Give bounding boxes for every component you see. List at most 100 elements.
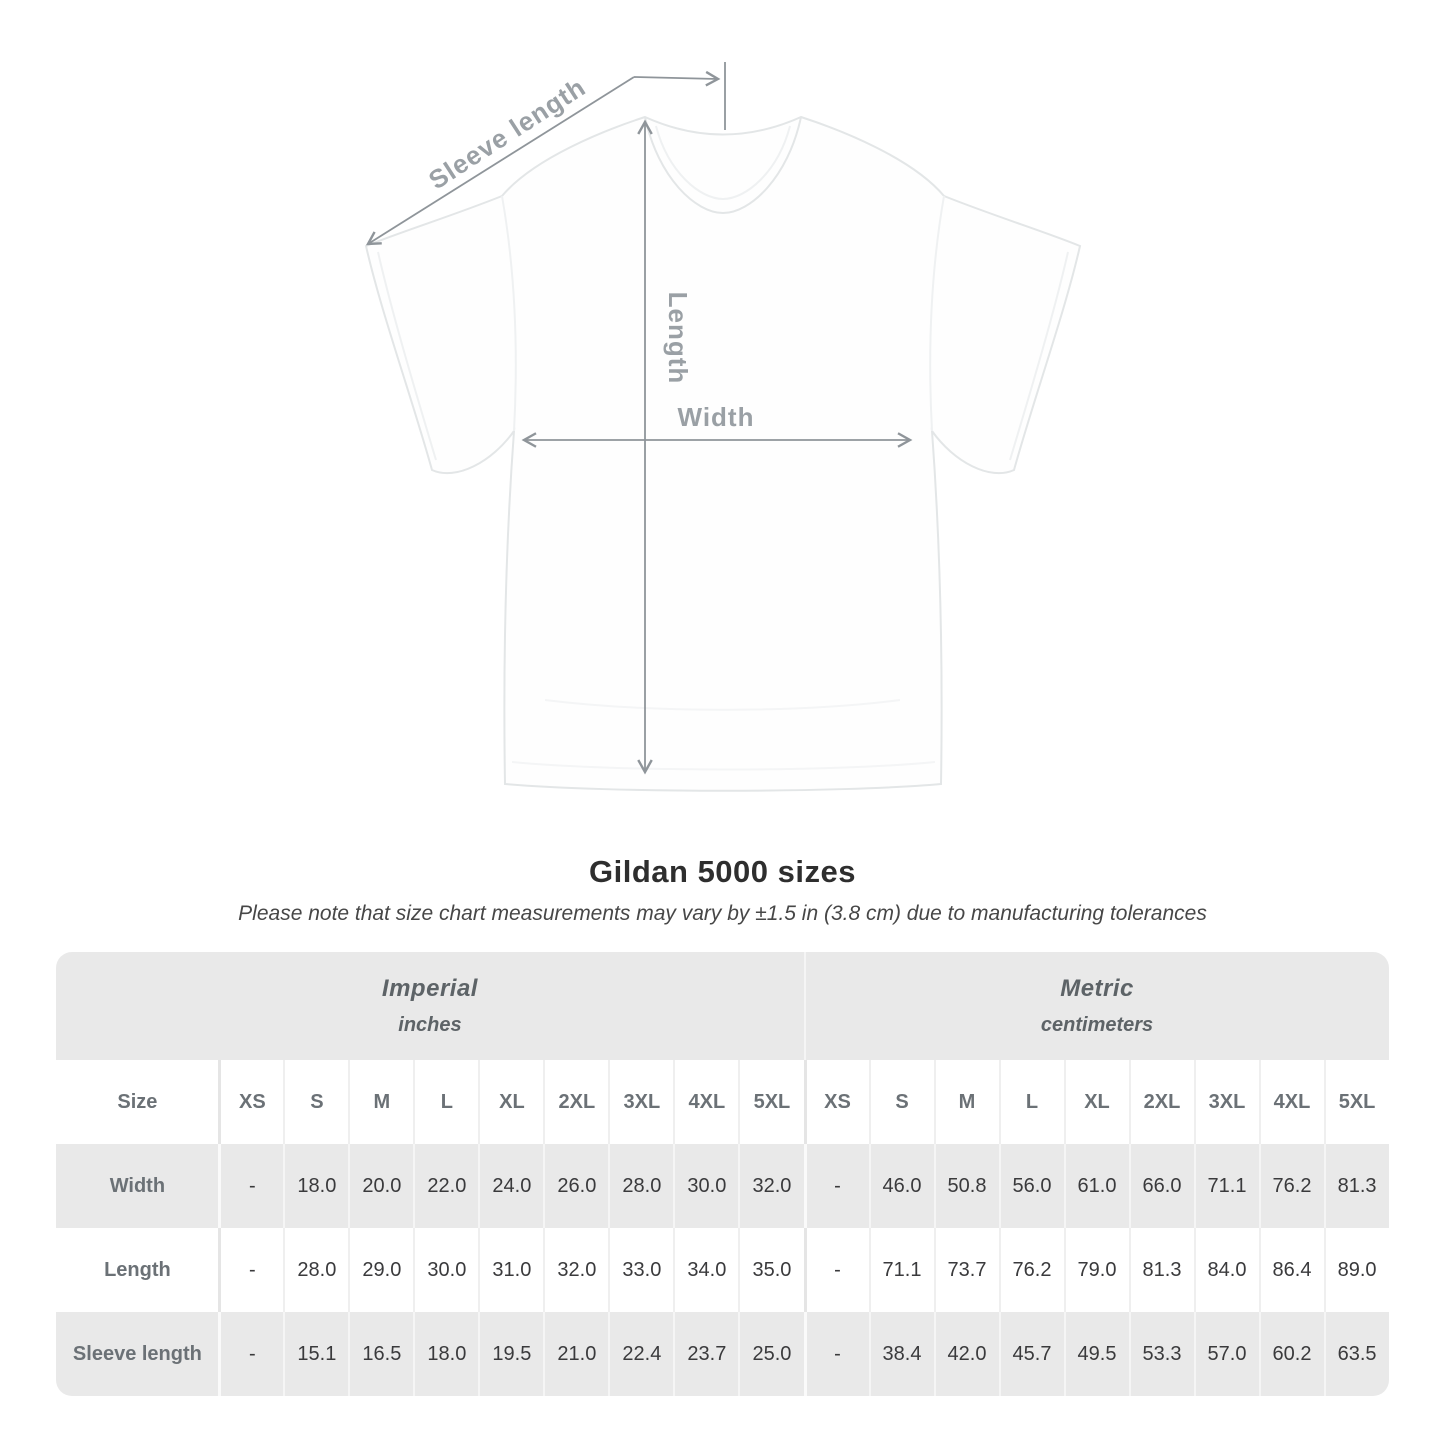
value-cell: 38.4: [868, 1312, 934, 1396]
value-cell: 56.0: [998, 1144, 1064, 1228]
size-header-row: Size XS S M L XL 2XL 3XL 4XL 5XL XS S M …: [56, 1060, 1389, 1144]
value-cell: 32.0: [738, 1144, 804, 1228]
size-col-header: M: [933, 1060, 999, 1144]
unit-group-row: Imperial inches Metric centimeters: [56, 952, 1389, 1060]
value-cell: 19.5: [478, 1312, 544, 1396]
tolerance-note: Please note that size chart measurements…: [238, 902, 1207, 925]
imperial-group-name: Imperial: [381, 975, 478, 1002]
row-label: Sleeve length: [56, 1312, 219, 1396]
value-cell: 35.0: [738, 1228, 804, 1312]
row-label: Length: [56, 1228, 219, 1312]
size-col-header: XS: [803, 1060, 869, 1144]
value-cell: 45.7: [998, 1312, 1064, 1396]
value-cell: 50.8: [933, 1144, 999, 1228]
imperial-group-unit: inches: [398, 1014, 462, 1036]
size-col-header: L: [998, 1060, 1064, 1144]
value-cell: 32.0: [543, 1228, 609, 1312]
value-cell: 20.0: [348, 1144, 414, 1228]
value-cell: 24.0: [478, 1144, 544, 1228]
value-cell: 86.4: [1258, 1228, 1324, 1312]
table-row-width: Width - 18.0 20.0 22.0 24.0 26.0 28.0 30…: [56, 1144, 1389, 1228]
size-col-header: 3XL: [608, 1060, 674, 1144]
sleeve-length-arrow: [365, 76, 635, 246]
value-cell: 66.0: [1128, 1144, 1194, 1228]
value-cell: 81.3: [1323, 1144, 1389, 1228]
value-cell: 18.0: [283, 1144, 349, 1228]
value-cell: 21.0: [543, 1312, 609, 1396]
value-cell: 76.2: [998, 1228, 1064, 1312]
metric-group-header: Metric centimeters: [803, 952, 1389, 1060]
size-col-header: XS: [218, 1060, 284, 1144]
size-col-header: S: [868, 1060, 934, 1144]
left-cuff-seam: [377, 251, 437, 461]
value-cell: 42.0: [933, 1312, 999, 1396]
value-cell: 49.5: [1063, 1312, 1129, 1396]
size-col-header: 4XL: [673, 1060, 739, 1144]
size-col-header: 2XL: [543, 1060, 609, 1144]
size-col-header: 5XL: [1323, 1060, 1389, 1144]
value-cell: 30.0: [413, 1228, 479, 1312]
page-title: Gildan 5000 sizes: [589, 854, 856, 889]
metric-group-name: Metric: [1060, 975, 1134, 1002]
tshirt-illustration: [364, 115, 1082, 792]
value-cell: 34.0: [673, 1228, 739, 1312]
value-cell: 26.0: [543, 1144, 609, 1228]
value-cell: -: [803, 1228, 869, 1312]
collar-opening: [644, 116, 802, 215]
value-cell: 23.7: [673, 1312, 739, 1396]
width-label: Width: [678, 402, 755, 432]
table-row-sleeve-length: Sleeve length - 15.1 16.5 18.0 19.5 21.0…: [56, 1312, 1389, 1396]
value-cell: -: [218, 1312, 284, 1396]
value-cell: 57.0: [1193, 1312, 1259, 1396]
size-col-header: XL: [478, 1060, 544, 1144]
tshirt-outline: [364, 115, 1082, 792]
value-cell: 60.2: [1258, 1312, 1324, 1396]
left-sleeve-seam: [501, 195, 517, 432]
size-col-header: 5XL: [738, 1060, 804, 1144]
value-cell: 16.5: [348, 1312, 414, 1396]
value-cell: 25.0: [738, 1312, 804, 1396]
length-label: Length: [663, 292, 693, 385]
hem-stitch: [511, 761, 936, 771]
size-col-header: L: [413, 1060, 479, 1144]
collar-rib-seam: [655, 125, 791, 201]
value-cell: 31.0: [478, 1228, 544, 1312]
right-cuff-seam: [1009, 251, 1069, 461]
imperial-group-header: Imperial inches: [56, 952, 804, 1060]
size-col-header: S: [283, 1060, 349, 1144]
value-cell: 63.5: [1323, 1312, 1389, 1396]
value-cell: -: [803, 1144, 869, 1228]
table-row-length: Length - 28.0 29.0 30.0 31.0 32.0 33.0 3…: [56, 1228, 1389, 1312]
size-col-header: 4XL: [1258, 1060, 1324, 1144]
value-cell: 81.3: [1128, 1228, 1194, 1312]
size-corner-header: Size: [56, 1060, 219, 1144]
right-sleeve-seam: [929, 195, 945, 432]
row-label: Width: [56, 1144, 219, 1228]
value-cell: 61.0: [1063, 1144, 1129, 1228]
value-cell: 28.0: [283, 1228, 349, 1312]
metric-group-unit: centimeters: [1040, 1014, 1154, 1036]
value-cell: 73.7: [933, 1228, 999, 1312]
value-cell: 15.1: [283, 1312, 349, 1396]
value-cell: 71.1: [868, 1228, 934, 1312]
value-cell: 53.3: [1128, 1312, 1194, 1396]
value-cell: 71.1: [1193, 1144, 1259, 1228]
value-cell: 29.0: [348, 1228, 414, 1312]
value-cell: 22.0: [413, 1144, 479, 1228]
value-cell: 28.0: [608, 1144, 674, 1228]
size-col-header: 3XL: [1193, 1060, 1259, 1144]
tshirt-measurement-diagram: Sleeve length Length Width: [364, 62, 1082, 792]
value-cell: 79.0: [1063, 1228, 1129, 1312]
value-cell: -: [218, 1228, 284, 1312]
size-col-header: 2XL: [1128, 1060, 1194, 1144]
size-chart-table: Imperial inches Metric centimeters Size …: [56, 952, 1389, 1396]
value-cell: 46.0: [868, 1144, 934, 1228]
value-cell: -: [218, 1144, 284, 1228]
value-cell: 22.4: [608, 1312, 674, 1396]
size-col-header: XL: [1063, 1060, 1129, 1144]
value-cell: 18.0: [413, 1312, 479, 1396]
value-cell: 33.0: [608, 1228, 674, 1312]
size-col-header: M: [348, 1060, 414, 1144]
value-cell: -: [803, 1312, 869, 1396]
